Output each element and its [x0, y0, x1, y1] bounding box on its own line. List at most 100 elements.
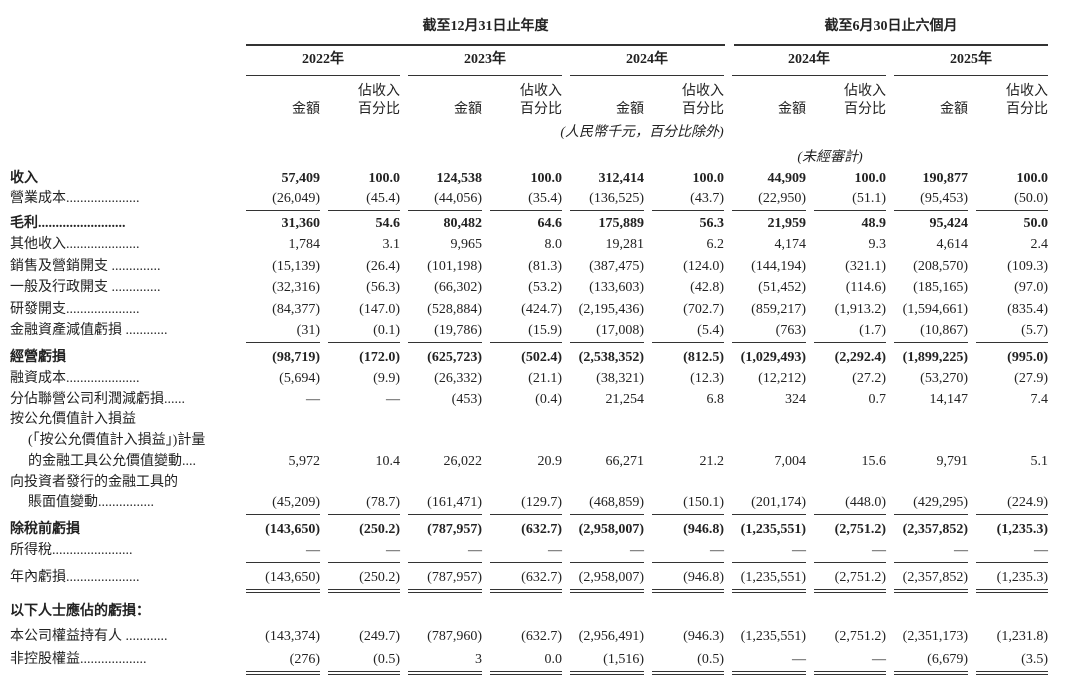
cell-value: (124.0) [683, 259, 724, 274]
rule-line [570, 589, 644, 590]
cell-value: (143,650) [265, 522, 320, 537]
cell-value: (143,374) [265, 629, 320, 644]
row-label: 研發開支..................... [10, 302, 140, 317]
cell-value: 80,482 [443, 216, 483, 231]
cell-value: — [548, 543, 562, 558]
cell-value: (702.7) [683, 302, 724, 317]
cell-value: (147.0) [359, 302, 400, 317]
cell-value: 57,409 [281, 171, 321, 186]
cell-value: (26,049) [272, 191, 320, 206]
unit-note: (人民幣千元，百分比除外) [560, 125, 724, 140]
cell-value: (321.1) [845, 259, 886, 274]
cell-value: 175,889 [598, 216, 645, 231]
cell-value: 56.3 [699, 216, 725, 231]
cell-value: (2,195,436) [578, 302, 644, 317]
cell-value: (835.4) [1007, 302, 1048, 317]
cell-value: (1,029,493) [740, 350, 806, 365]
cell-value: 44,909 [767, 171, 807, 186]
rule-line [328, 210, 400, 211]
row-label: 分佔聯營公司利潤減虧損...... [10, 392, 185, 407]
cell-value: (632.7) [521, 629, 562, 644]
cell-value: (185,165) [913, 280, 968, 295]
rule-line [894, 562, 968, 563]
cell-value: (98,719) [272, 350, 320, 365]
cell-value: (1,913.2) [834, 302, 886, 317]
row-label: 本公司權益持有人 ............ [10, 629, 168, 644]
rule-line [408, 671, 482, 672]
rule-line [894, 514, 968, 515]
cell-value: (1.7) [859, 323, 886, 338]
cell-value: 4,614 [936, 237, 969, 252]
rule-line [652, 210, 724, 211]
year-header: 2024年 [626, 52, 668, 67]
cell-value: (81.3) [528, 259, 562, 274]
amount-header: 金額 [778, 102, 806, 117]
rule-line [570, 674, 644, 675]
row-label: 年內虧損..................... [10, 570, 140, 585]
group-header: 截至12月31日止年度 [422, 19, 549, 34]
cell-value: (625,723) [427, 350, 482, 365]
cell-value: (429,295) [913, 495, 968, 510]
cell-value: — [1034, 543, 1048, 558]
cell-value: — [468, 543, 482, 558]
rule-line [246, 592, 320, 593]
cell-value: (468,859) [589, 495, 644, 510]
cell-value: (27.9) [1014, 371, 1048, 386]
rule-line [246, 589, 320, 590]
rule-line [246, 562, 320, 563]
amount-header: 金額 [454, 102, 482, 117]
rule-line [246, 674, 320, 675]
pct-header: 佔收入 [844, 84, 886, 99]
cell-value: 20.9 [537, 454, 563, 469]
cell-value: 5.1 [1030, 454, 1049, 469]
cell-value: 21,959 [767, 216, 807, 231]
rule-line [408, 589, 482, 590]
cell-value: 100.0 [368, 171, 401, 186]
cell-value: (95,453) [920, 191, 968, 206]
cell-value: (250.2) [359, 522, 400, 537]
cell-value: (45.4) [366, 191, 400, 206]
rule-line [570, 75, 724, 76]
cell-value: 7,004 [774, 454, 807, 469]
cell-value: (43.7) [690, 191, 724, 206]
cell-value: (276) [289, 652, 320, 667]
year-header: 2025年 [950, 52, 992, 67]
cell-value: (45,209) [272, 495, 320, 510]
row-label: 營業成本..................... [10, 191, 140, 206]
cell-value: (9.9) [373, 371, 400, 386]
rule-line [652, 514, 724, 515]
cell-value: (249.7) [359, 629, 400, 644]
row-label: 除稅前虧損 [10, 522, 80, 537]
cell-value: 26,022 [443, 454, 483, 469]
cell-value: (787,960) [427, 629, 482, 644]
row-label: 毛利......................... [10, 216, 126, 231]
rule-line [976, 671, 1048, 672]
rule-line [570, 514, 644, 515]
pct-header: 佔收入 [520, 84, 562, 99]
cell-value: (109.3) [1007, 259, 1048, 274]
cell-value: (26,332) [434, 371, 482, 386]
cell-value: (2,751.2) [834, 629, 886, 644]
pct-header: 佔收入 [358, 84, 400, 99]
cell-value: (15,139) [272, 259, 320, 274]
cell-value: (26.4) [366, 259, 400, 274]
cell-value: (946.8) [683, 570, 724, 585]
rule-line [490, 210, 562, 211]
cell-value: 66,271 [605, 454, 645, 469]
rule-line [652, 674, 724, 675]
rule-line [408, 514, 482, 515]
cell-value: (632.7) [521, 522, 562, 537]
cell-value: 64.6 [537, 216, 563, 231]
row-label: 經營虧損 [10, 350, 66, 365]
rule-line [976, 342, 1048, 343]
cell-value: — [792, 652, 806, 667]
rule-line [652, 562, 724, 563]
rule-line [894, 592, 968, 593]
pct-header: 百分比 [844, 102, 886, 117]
cell-value: (27.2) [852, 371, 886, 386]
cell-value: 100.0 [854, 171, 887, 186]
cell-value: (161,471) [427, 495, 482, 510]
row-label: 銷售及營銷開支 .............. [10, 259, 161, 274]
row-label: 向投資者發行的金融工具的 [10, 475, 178, 490]
cell-value: — [710, 543, 724, 558]
